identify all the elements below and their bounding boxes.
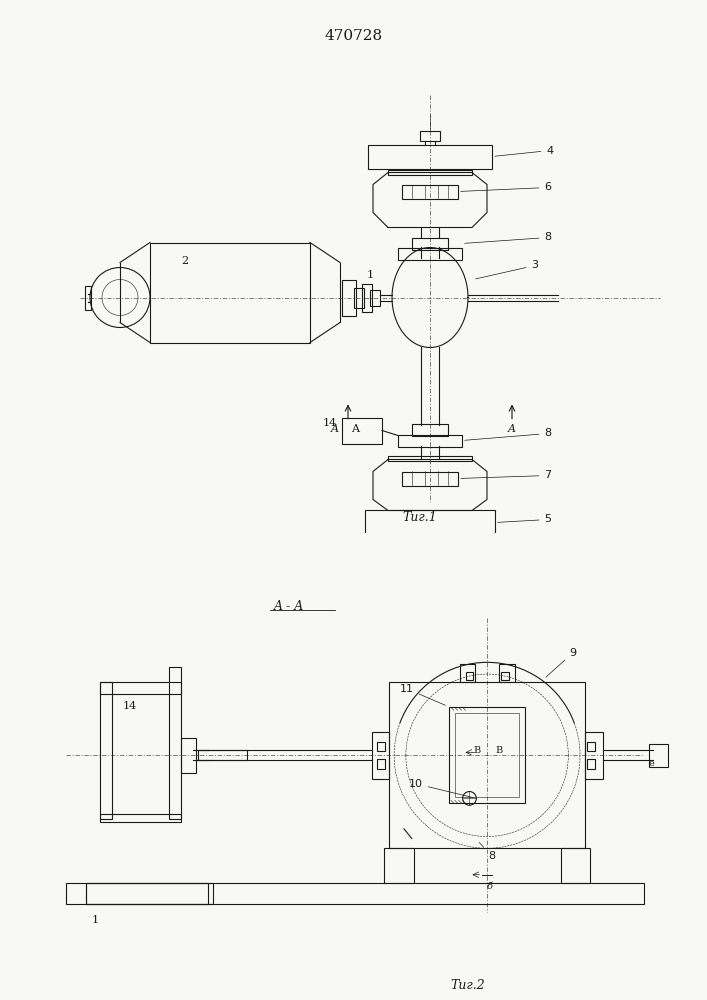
Text: 1: 1	[92, 915, 99, 925]
Bar	[86, 883, 643, 904]
Text: 14: 14	[123, 701, 137, 711]
Bar	[460, 664, 475, 682]
Text: 7: 7	[461, 471, 551, 481]
Bar	[181, 738, 197, 773]
Bar	[648, 744, 668, 767]
Bar	[368, 144, 492, 168]
Bar	[388, 169, 472, 174]
Bar	[388, 456, 472, 460]
Bar	[501, 672, 508, 680]
Text: Τиг.2: Τиг.2	[450, 979, 485, 992]
Text: 2: 2	[182, 255, 189, 265]
Text: Τиг.1: Τиг.1	[402, 511, 438, 524]
Text: 8: 8	[464, 232, 551, 243]
Bar	[100, 682, 112, 819]
Bar	[390, 682, 585, 848]
Bar	[66, 883, 213, 904]
Bar	[561, 848, 590, 883]
Bar	[378, 742, 385, 751]
Bar	[402, 472, 458, 486]
Bar	[100, 682, 181, 694]
Bar	[342, 279, 356, 316]
Bar	[100, 814, 181, 822]
Bar	[370, 290, 380, 306]
Bar	[354, 288, 364, 308]
Bar	[398, 434, 462, 446]
Bar	[455, 713, 520, 797]
Text: 11: 11	[400, 684, 445, 705]
Bar	[587, 759, 595, 769]
Bar	[85, 286, 91, 310]
Bar	[378, 759, 385, 769]
Text: B: B	[495, 746, 503, 755]
Text: 10: 10	[409, 779, 474, 798]
Text: 8: 8	[464, 428, 551, 440]
Text: A: A	[508, 424, 516, 434]
Text: 470728: 470728	[325, 29, 382, 43]
Text: A: A	[331, 424, 339, 434]
Bar	[585, 732, 602, 779]
Bar	[169, 667, 181, 819]
Bar	[420, 543, 440, 551]
Text: 9: 9	[546, 648, 577, 677]
Bar	[412, 424, 448, 436]
Bar	[199, 750, 247, 760]
Bar	[398, 247, 462, 259]
Text: 1: 1	[366, 269, 373, 279]
Bar	[385, 848, 414, 883]
Bar	[402, 184, 458, 198]
Bar	[412, 237, 448, 249]
Text: 3: 3	[476, 260, 539, 279]
Text: б: б	[486, 882, 492, 891]
Bar	[365, 510, 495, 534]
Bar	[372, 732, 390, 779]
Bar	[420, 130, 440, 140]
Text: 6: 6	[461, 182, 551, 192]
Text: 14: 14	[323, 418, 337, 428]
Bar	[466, 672, 474, 680]
Bar	[587, 742, 595, 751]
Text: 8: 8	[479, 842, 496, 861]
Bar	[86, 883, 208, 904]
Text: B: B	[474, 746, 481, 755]
Text: 4: 4	[495, 145, 554, 156]
Bar	[449, 707, 525, 803]
Text: 5: 5	[498, 514, 551, 524]
Bar	[362, 284, 372, 312]
Bar	[499, 664, 515, 682]
Text: A: A	[351, 424, 359, 434]
Text: е: е	[648, 759, 655, 768]
Text: A - A: A - A	[274, 600, 304, 613]
Bar	[342, 418, 382, 444]
Bar	[150, 242, 310, 342]
